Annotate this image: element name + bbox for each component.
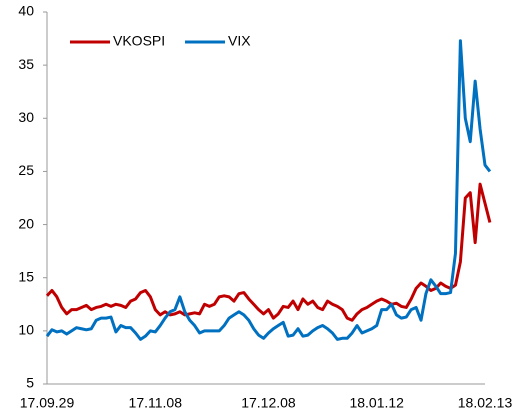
line-series <box>45 39 492 341</box>
y-tick-label: 25 <box>18 162 34 178</box>
x-tick-label: 18.01.12 <box>349 395 404 411</box>
x-tick-label: 18.02.13 <box>458 395 513 411</box>
x-tick-label: 17.11.08 <box>129 395 183 411</box>
x-tick-label: 17.09.29 <box>20 395 75 411</box>
y-tick-label: 40 <box>18 3 34 19</box>
x-tick-label: 17.12.08 <box>241 395 296 411</box>
y-tick-label: 35 <box>18 56 34 72</box>
y-tick-label: 30 <box>18 109 34 125</box>
line-series <box>45 182 492 322</box>
legend-label: VIX <box>228 33 251 49</box>
y-tick-label: 15 <box>18 268 34 284</box>
y-tick-label: 20 <box>18 215 34 231</box>
y-tick-label: 10 <box>18 322 34 338</box>
legend-label: VKOSPI <box>113 33 165 49</box>
y-tick-label: 5 <box>26 375 34 391</box>
